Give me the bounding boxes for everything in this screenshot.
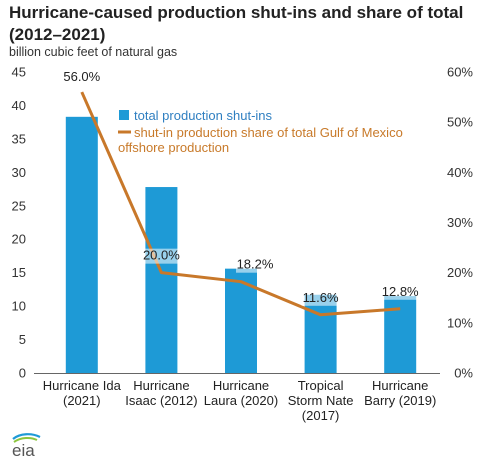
left-tick-label: 30: [12, 165, 26, 180]
category-label-line: Storm Nate: [288, 393, 354, 408]
category-label-line: Isaac (2012): [125, 393, 197, 408]
left-axis-ticks: 0 5 10 15 20 25 30 35 40 45: [12, 65, 26, 381]
share-line: [80, 91, 401, 317]
data-label-bg: [381, 284, 420, 300]
category-label-line: (2017): [302, 408, 340, 423]
left-tick-label: 10: [12, 299, 26, 314]
right-tick-label: 50%: [447, 115, 473, 130]
legend-label-bar: total production shut-ins: [134, 108, 273, 123]
right-tick-label: 40%: [447, 165, 473, 180]
data-label-bg: [142, 248, 181, 264]
eia-logo-icon: eia: [10, 432, 50, 460]
left-tick-label: 5: [19, 332, 26, 347]
category-label-line: Tropical: [298, 378, 344, 393]
data-label-bg: [301, 290, 340, 306]
category-label-line: Barry (2019): [364, 393, 436, 408]
left-tick-label: 20: [12, 232, 26, 247]
bar: [304, 294, 337, 373]
legend-swatch-bar: [119, 110, 129, 120]
category-label: Hurricane Ida (2021): [43, 378, 122, 408]
chart-subtitle: billion cubic feet of natural gas: [9, 45, 178, 59]
right-tick-label: 60%: [447, 65, 473, 80]
right-tick-label: 0%: [454, 366, 473, 381]
data-label-bg: [236, 257, 274, 273]
category-label: Tropical Storm Nate (2017): [288, 378, 354, 423]
category-label-line: Laura (2020): [204, 393, 278, 408]
category-labels-group: Hurricane Ida (2021)Hurricane Isaac (2012)…: [43, 378, 437, 423]
right-tick-label: 20%: [447, 265, 473, 280]
eia-logo-text: eia: [12, 441, 35, 458]
bars-group: [65, 116, 417, 373]
bar: [145, 187, 178, 373]
legend-label-line-1: shut-in production share of total Gulf o…: [134, 125, 403, 140]
bar: [225, 268, 257, 373]
category-label-line: Hurricane Ida: [43, 378, 122, 393]
chart-title: Hurricane-caused production shut-ins and…: [9, 3, 464, 44]
legend-label-line-2: offshore production: [118, 140, 229, 155]
data-label: 56.0%: [63, 69, 100, 84]
left-tick-label: 25: [12, 198, 26, 213]
category-label-line: Hurricane: [372, 378, 428, 393]
data-label: 18.2%: [237, 257, 274, 272]
category-label: Hurricane Barry (2019): [364, 378, 436, 408]
bar: [65, 116, 98, 373]
left-tick-label: 0: [19, 366, 26, 381]
legend: total production shut-ins shut-in produc…: [118, 108, 403, 155]
left-tick-label: 35: [12, 131, 26, 146]
left-tick-label: 40: [12, 98, 26, 113]
category-label-line: Hurricane: [133, 378, 189, 393]
left-tick-label: 15: [12, 265, 26, 280]
right-tick-label: 30%: [447, 215, 473, 230]
category-label-line: (2021): [63, 393, 101, 408]
bar: [384, 296, 417, 373]
category-label-line: Hurricane: [213, 378, 269, 393]
data-label: 11.6%: [303, 290, 339, 305]
line-series-group: [80, 91, 401, 317]
data-labels-group: 56.0% 20.0% 18.2% 11.6% 12.8%: [62, 69, 420, 306]
left-tick-label: 45: [12, 65, 26, 80]
right-tick-label: 10%: [447, 315, 473, 330]
right-axis-ticks: 0% 10% 20% 30% 40% 50% 60%: [447, 65, 473, 381]
category-label: Hurricane Laura (2020): [204, 378, 278, 408]
data-label: 12.8%: [382, 284, 419, 299]
category-label: Hurricane Isaac (2012): [125, 378, 197, 408]
data-label-bg: [62, 70, 101, 86]
data-label: 20.0%: [143, 248, 180, 263]
